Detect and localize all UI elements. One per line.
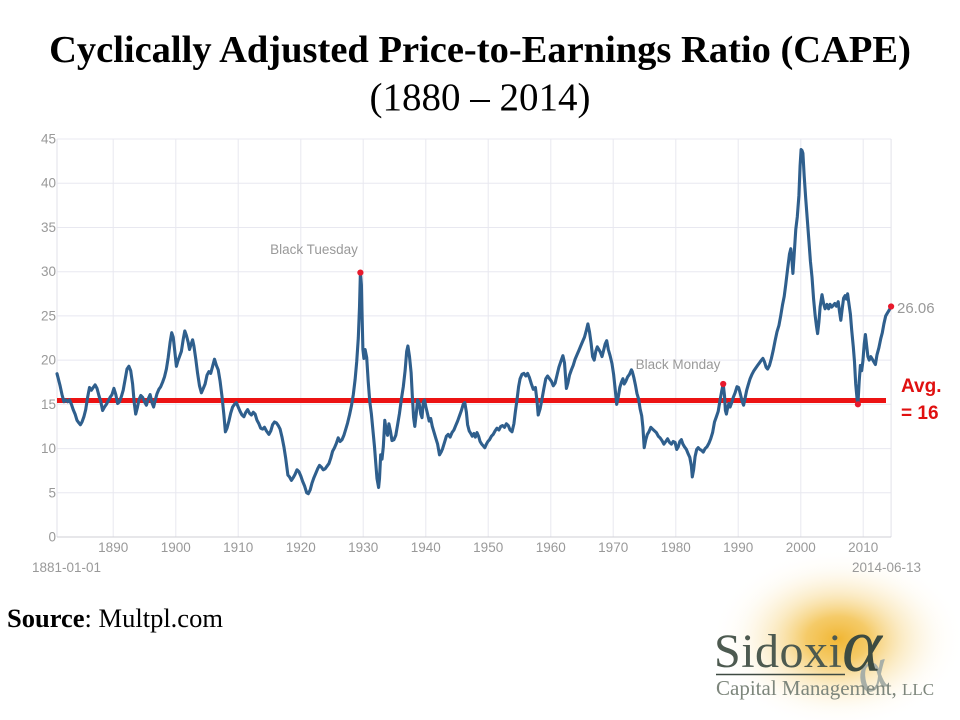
- svg-text:1990: 1990: [723, 540, 753, 555]
- svg-text:1980: 1980: [661, 540, 691, 555]
- svg-text:0: 0: [48, 530, 56, 545]
- svg-text:45: 45: [41, 132, 56, 147]
- svg-text:1920: 1920: [286, 540, 316, 555]
- svg-text:35: 35: [41, 220, 56, 235]
- svg-text:2000: 2000: [786, 540, 816, 555]
- svg-text:2010: 2010: [848, 540, 878, 555]
- svg-text:10: 10: [41, 441, 56, 456]
- svg-text:Sidoxi: Sidoxi: [714, 625, 842, 678]
- svg-text:1950: 1950: [473, 540, 503, 555]
- svg-text:2014-06-13: 2014-06-13: [852, 560, 921, 575]
- svg-text:40: 40: [41, 176, 56, 191]
- svg-text:1970: 1970: [598, 540, 628, 555]
- svg-text:20: 20: [41, 353, 56, 368]
- svg-text:Black Monday: Black Monday: [636, 357, 721, 372]
- svg-text:Black Tuesday: Black Tuesday: [270, 242, 358, 257]
- svg-text:1881-01-01: 1881-01-01: [32, 560, 101, 575]
- svg-text:1910: 1910: [223, 540, 253, 555]
- svg-text:1890: 1890: [98, 540, 128, 555]
- svg-text:5: 5: [48, 485, 56, 500]
- svg-text:1940: 1940: [411, 540, 441, 555]
- svg-text:α: α: [842, 604, 884, 688]
- svg-text:1900: 1900: [161, 540, 191, 555]
- svg-text:1960: 1960: [536, 540, 566, 555]
- svg-text:15: 15: [41, 397, 56, 412]
- svg-text:Avg.: Avg.: [901, 376, 941, 397]
- svg-text:25: 25: [41, 308, 56, 323]
- svg-text:= 16: = 16: [901, 403, 939, 424]
- svg-text:1930: 1930: [348, 540, 378, 555]
- svg-text:26.06: 26.06: [897, 300, 935, 317]
- svg-text:30: 30: [41, 264, 56, 279]
- svg-text:Capital Management, LLC: Capital Management, LLC: [716, 676, 934, 700]
